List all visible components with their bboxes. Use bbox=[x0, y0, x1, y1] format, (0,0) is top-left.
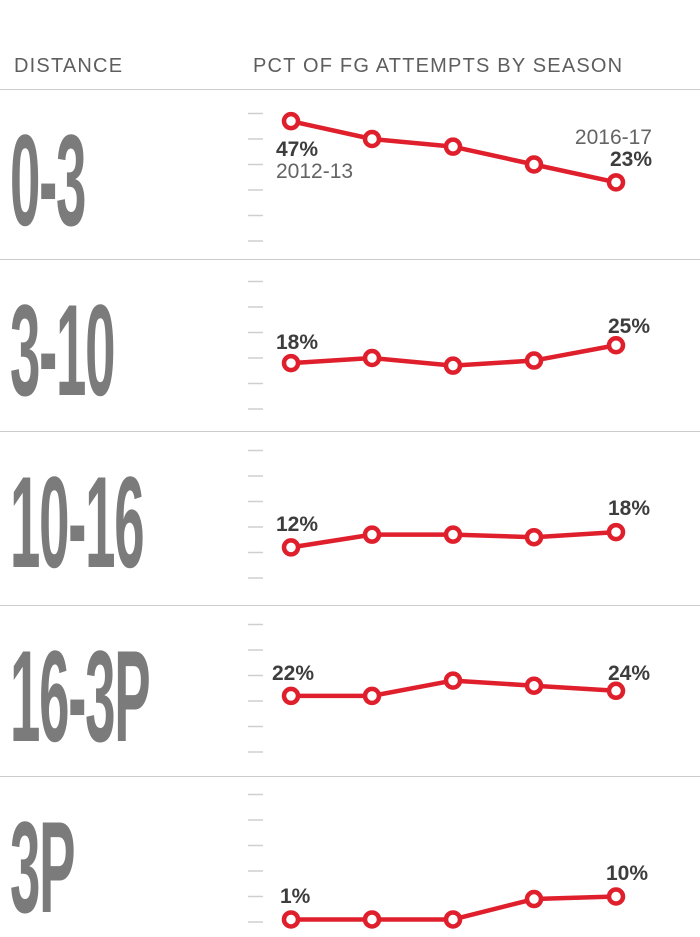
first-point-value-label: 18% bbox=[276, 331, 319, 354]
last-point-season-label: 2016-17 bbox=[574, 126, 652, 149]
fg-attempts-line-chart bbox=[248, 280, 626, 410]
data-point bbox=[443, 137, 463, 156]
data-point bbox=[362, 348, 382, 368]
fg-attempts-line-chart bbox=[248, 449, 626, 579]
fg-attempts-line-chart bbox=[248, 623, 626, 753]
data-point bbox=[362, 686, 382, 706]
data-point bbox=[281, 686, 301, 706]
data-point bbox=[362, 910, 382, 929]
distance-row-16-3p: 16-3P 22% 24% bbox=[0, 605, 700, 776]
last-point-value-label: 25% bbox=[607, 315, 650, 338]
data-point bbox=[606, 522, 626, 542]
data-point bbox=[524, 351, 544, 370]
distance-label: 10-16 bbox=[10, 449, 145, 595]
data-point bbox=[443, 525, 463, 544]
distance-label: 3-10 bbox=[10, 277, 116, 423]
first-point-season-label: 2012-13 bbox=[276, 160, 354, 183]
season-column-header: PCT OF FG ATTEMPTS BY SEASON bbox=[253, 55, 624, 77]
first-point-value-label: 12% bbox=[276, 513, 319, 536]
data-point bbox=[606, 681, 626, 701]
last-point-value-label: 10% bbox=[605, 862, 648, 885]
data-point bbox=[443, 671, 463, 690]
data-point bbox=[362, 129, 382, 149]
distance-row-10-16: 10-16 12% 18% bbox=[0, 431, 700, 605]
first-point-value-label: 22% bbox=[272, 662, 315, 685]
data-point bbox=[281, 111, 301, 131]
data-point bbox=[606, 336, 626, 355]
distance-label: 16-3P bbox=[10, 623, 151, 769]
first-point-value-label: 47% bbox=[276, 138, 319, 161]
data-point bbox=[281, 353, 301, 373]
distance-label: 3P bbox=[10, 794, 76, 937]
last-point-value-label: 23% bbox=[609, 148, 652, 171]
first-point-value-label: 1% bbox=[280, 885, 311, 908]
last-point-value-label: 24% bbox=[607, 662, 650, 685]
data-point bbox=[362, 525, 382, 544]
row-separator bbox=[0, 431, 700, 432]
row-separator bbox=[0, 776, 700, 777]
data-point bbox=[606, 887, 626, 906]
data-point bbox=[524, 155, 544, 174]
data-point bbox=[606, 173, 626, 192]
last-point-value-label: 18% bbox=[607, 497, 650, 520]
fg-attempts-line-chart bbox=[248, 793, 626, 929]
data-point bbox=[524, 527, 544, 547]
distance-column-header: DISTANCE bbox=[14, 55, 124, 77]
row-separator bbox=[0, 89, 700, 90]
distance-row-3p: 3P 1% 10% bbox=[0, 776, 700, 937]
data-point bbox=[524, 889, 544, 909]
distance-row-0-3: 0-3 47% 2012-13 2016-17 23% bbox=[0, 89, 700, 259]
distance-row-3-10: 3-10 18% 25% bbox=[0, 259, 700, 431]
data-point bbox=[443, 356, 463, 375]
row-separator bbox=[0, 605, 700, 606]
fg-attempts-line-chart bbox=[248, 111, 626, 242]
distance-label: 0-3 bbox=[10, 107, 86, 253]
data-point bbox=[443, 910, 463, 929]
row-separator bbox=[0, 259, 700, 260]
data-point bbox=[524, 676, 544, 695]
data-point bbox=[281, 538, 301, 557]
data-point bbox=[281, 910, 301, 929]
